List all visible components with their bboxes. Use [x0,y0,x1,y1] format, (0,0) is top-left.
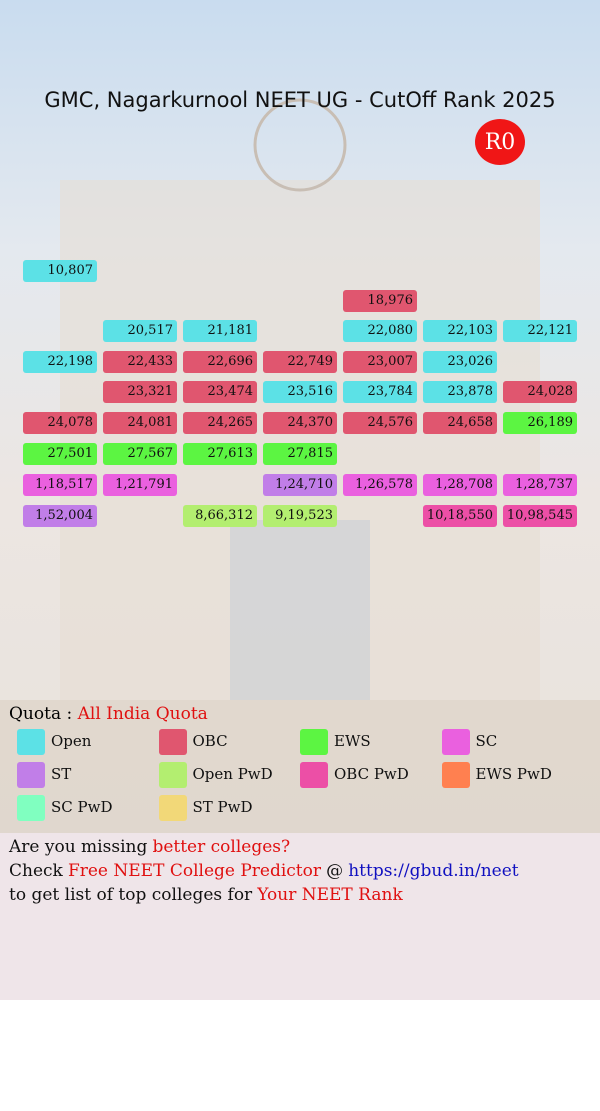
rank-cell: 24,576 [343,412,417,434]
legend-label: SC [475,732,498,750]
legend-label: OBC PwD [334,765,409,783]
footer-text: Are you missing [9,837,148,857]
legend-swatch [158,795,187,821]
legend-label: Open PwD [192,765,273,783]
rank-cell: 22,198 [23,351,97,373]
footer-line: to get list of top colleges for Your NEET… [9,885,408,905]
rank-cell: 23,321 [103,381,177,403]
rank-cell: 10,18,550 [423,505,497,527]
rank-cell: 1,26,578 [343,474,417,496]
rank-cell: 27,567 [103,443,177,465]
rank-cell: 24,658 [423,412,497,434]
rank-cell: 22,121 [503,320,577,342]
rank-cell: 1,28,737 [503,474,577,496]
rank-cell: 23,007 [343,351,417,373]
quota-value: All India Quota [77,704,208,724]
legend-swatch [17,729,45,755]
legend-swatch [441,762,470,788]
rank-cell: 22,080 [343,320,417,342]
footer-text: Your NEET Rank [257,885,403,905]
rank-cell: 1,24,710 [263,474,337,496]
rank-cell: 18,976 [343,290,417,312]
rank-cell: 24,370 [263,412,337,434]
legend-swatch [158,729,187,755]
rank-cell: 22,103 [423,320,497,342]
rank-cell: 20,517 [103,320,177,342]
rank-cell: 24,265 [183,412,257,434]
legend-swatch [17,762,45,788]
rank-cell: 27,613 [183,443,257,465]
rank-cell: 22,433 [103,351,177,373]
rank-cell: 22,696 [183,351,257,373]
footer-text: Free NEET College Predictor [67,861,322,881]
legend-label: Open [51,732,92,750]
footer-text: @ [326,861,344,881]
rank-cell: 10,807 [23,260,97,282]
rank-cell: 23,474 [183,381,257,403]
rank-cell: 1,18,517 [23,474,97,496]
round-badge: R0 [475,119,525,165]
rank-cell: 24,028 [503,381,577,403]
legend-swatch [441,729,470,755]
college-illustration [0,98,600,833]
rank-cell: 23,516 [263,381,337,403]
footer: Are you missing better colleges? Check Free… [0,833,600,1000]
rank-cell: 24,078 [23,412,97,434]
legend-label: EWS PwD [475,765,552,783]
rank-cell: 24,081 [103,412,177,434]
legend-swatch [17,795,45,821]
rank-cell: 1,52,004 [23,505,97,527]
rank-cell: 23,026 [423,351,497,373]
legend-label: OBC [192,732,228,750]
title: GMC, Nagarkurnool NEET UG - CutOff Rank … [44,88,556,112]
rank-cell: 26,189 [503,412,577,434]
rank-cell: 10,98,545 [503,505,577,527]
quota: Quota : All India Quota [9,704,208,724]
legend-label: ST PwD [192,798,253,816]
footer-line: Check Free NEET College Predictor @ https:/… [9,861,524,881]
footer-text[interactable]: https://gbud.in/neet [348,861,519,881]
legend-label: ST [51,765,72,783]
legend-label: EWS [334,732,371,750]
rank-cell: 1,28,708 [423,474,497,496]
rank-cell: 27,501 [23,443,97,465]
rank-cell: 21,181 [183,320,257,342]
legend-swatch [300,762,328,788]
rank-cell: 23,784 [343,381,417,403]
legend-swatch [158,762,187,788]
footer-text: Check [9,861,63,881]
rank-cell: 8,66,312 [183,505,257,527]
quota-label: Quota : [9,704,73,724]
rank-cell: 23,878 [423,381,497,403]
footer-text: to get list of top colleges for [9,885,253,905]
rank-cell: 9,19,523 [263,505,337,527]
legend-label: SC PwD [51,798,113,816]
footer-line: Are you missing better colleges? [9,837,295,857]
rank-cell: 27,815 [263,443,337,465]
rank-cell: 22,749 [263,351,337,373]
rank-cell: 1,21,791 [103,474,177,496]
footer-text: better colleges? [152,837,291,857]
legend-swatch [300,729,328,755]
